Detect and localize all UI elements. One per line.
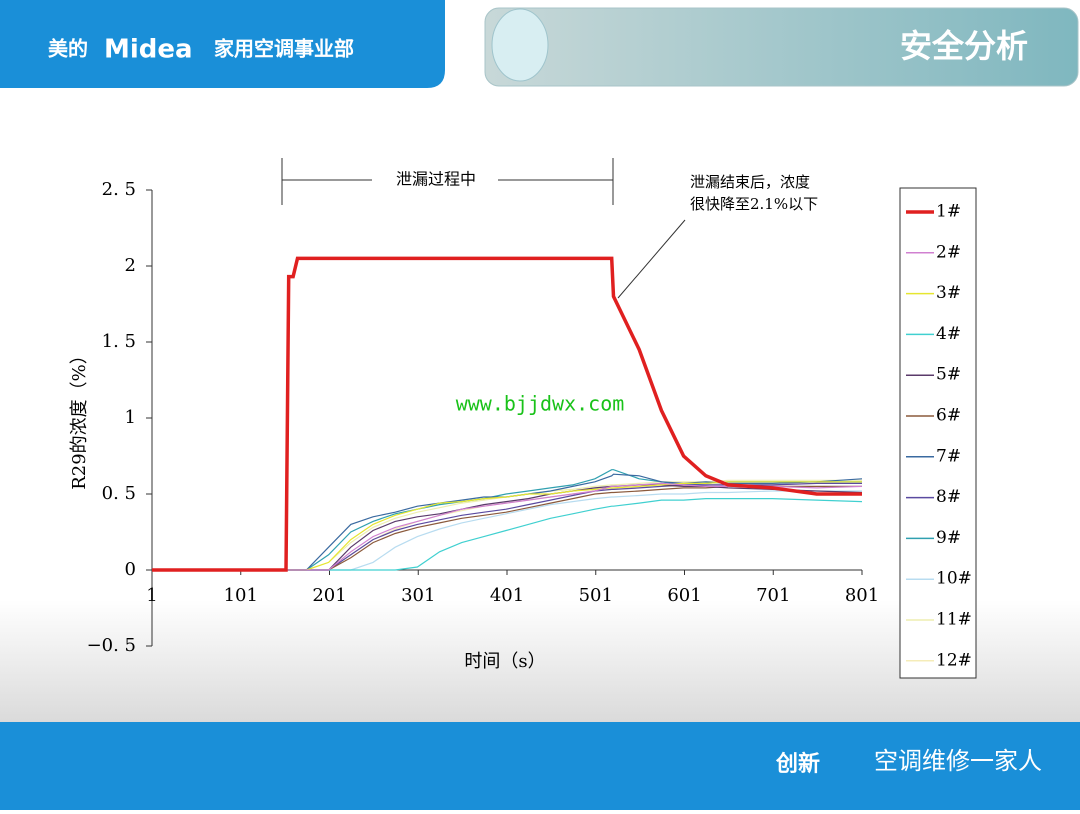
x-tick-label: 701 bbox=[756, 585, 790, 606]
y-tick-label: 1. 5 bbox=[102, 331, 136, 352]
annotation: 泄漏结束后，浓度 bbox=[690, 173, 810, 191]
y-axis-label: R29的浓度（%） bbox=[69, 346, 90, 490]
legend-label: 11# bbox=[936, 610, 972, 630]
legend-label: 5# bbox=[936, 365, 961, 385]
legend-box bbox=[899, 187, 977, 679]
legend-label: 3# bbox=[936, 283, 961, 303]
logo: Midea bbox=[104, 35, 193, 65]
legend-label: 12# bbox=[936, 650, 972, 670]
annotation: 泄漏过程中 bbox=[396, 170, 476, 189]
brand: 美的 bbox=[48, 37, 88, 61]
annotation: 很快降至2.1%以下 bbox=[690, 195, 818, 213]
footer-band bbox=[0, 722, 1080, 810]
watermark: www.bjjdwx.com bbox=[456, 392, 625, 416]
division: 家用空调事业部 bbox=[214, 37, 354, 61]
header-title-bar bbox=[484, 7, 1079, 87]
chart: −0. 5 0 0. 5 1 1. 5 2 2. 5 1 101 201 301 401 501 601 7… bbox=[69, 158, 977, 679]
x-tick-label: 201 bbox=[312, 585, 346, 606]
x-tick-label: 301 bbox=[401, 585, 435, 606]
series-line bbox=[152, 482, 863, 571]
x-tick-label: 501 bbox=[579, 585, 613, 606]
legend-label: 9# bbox=[936, 528, 961, 548]
legend-label: 2# bbox=[936, 242, 961, 262]
annotation-pointer bbox=[617, 219, 686, 299]
x-tick-label: 1 bbox=[146, 585, 157, 606]
legend-label: 1# bbox=[936, 202, 961, 222]
y-tick-label: 1 bbox=[125, 407, 136, 428]
y-tick-label: 2 bbox=[125, 255, 136, 276]
x-tick-label: 101 bbox=[224, 585, 258, 606]
header-brand-box bbox=[0, 0, 445, 88]
legend-label: 6# bbox=[936, 406, 961, 426]
x-tick-label: 801 bbox=[845, 585, 879, 606]
water-drop bbox=[491, 8, 549, 82]
y-tick-label: 0. 5 bbox=[102, 483, 136, 504]
y-tick-label: −0. 5 bbox=[87, 635, 136, 656]
legend-label: 4# bbox=[936, 324, 961, 344]
footer-slogan: 创新 bbox=[775, 751, 820, 777]
x-axis-label: 时间（s） bbox=[464, 651, 545, 672]
slide-title: 安全分析 bbox=[900, 27, 1028, 65]
x-tick-label: 601 bbox=[667, 585, 701, 606]
footer-account: 空调维修一家人 bbox=[874, 747, 1042, 775]
legend-label: 10# bbox=[936, 569, 972, 589]
y-tick-label: 0 bbox=[125, 559, 136, 580]
y-tick-label: 2. 5 bbox=[102, 179, 136, 200]
legend-label: 7# bbox=[936, 446, 961, 466]
legend-label: 8# bbox=[936, 487, 961, 507]
x-tick-label: 401 bbox=[490, 585, 524, 606]
series-line bbox=[152, 256, 862, 572]
